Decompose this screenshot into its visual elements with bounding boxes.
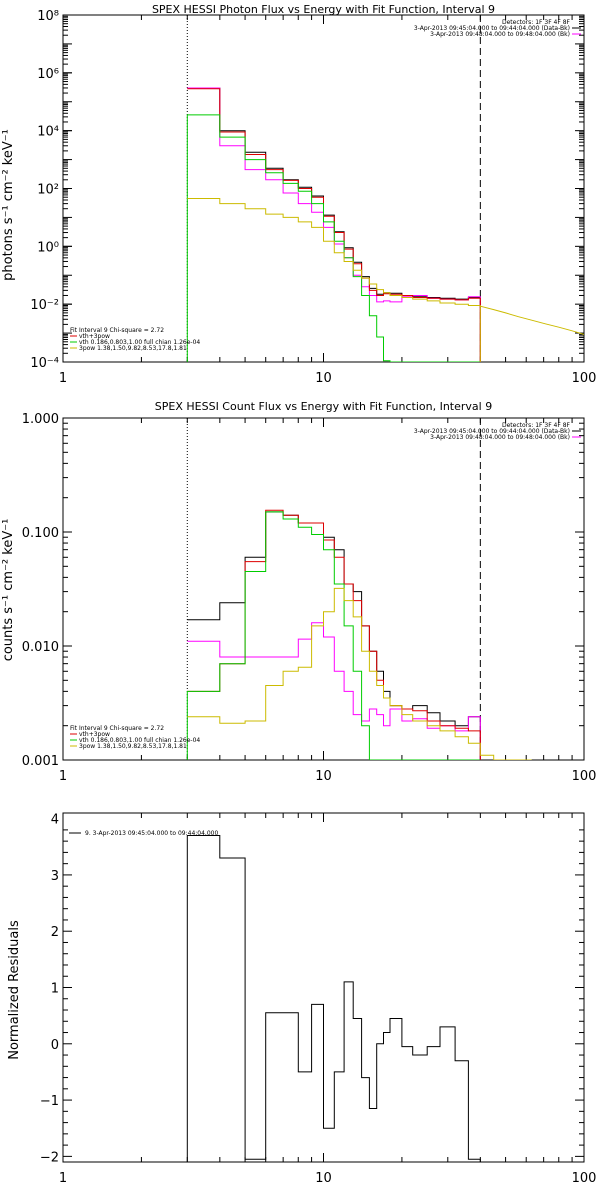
y-tick-label: 0.100	[22, 526, 59, 541]
legend-bottom-text: Fit Interval 9 Chi-square = 2.72	[70, 327, 164, 334]
legend-bottom-text: Fit Interval 9 Chi-square = 2.72	[70, 725, 164, 732]
x-tick-label: 100	[572, 371, 597, 386]
x-tick-label: 10	[315, 371, 332, 386]
series-3pow	[187, 587, 532, 760]
y-tick-label: −2	[40, 1150, 59, 1165]
chart-title: SPEX HESSI Photon Flux vs Energy with Fi…	[152, 3, 495, 16]
legend-top-text: 3-Apr-2013 09:48:04.000 to 09:48:04.000 …	[430, 31, 570, 38]
legend-top-text: 3-Apr-2013 09:45:04.000 to 09:44:04.000 …	[414, 428, 570, 435]
chart-panel-3: Normalized Residuals 1 10 100 −2 −1 0 1 2 3 4 9. 3-…	[7, 812, 597, 1186]
y-tick-label: 2	[51, 925, 59, 940]
legend-bottom-text: vth 0.186,0.803,1.00 full chian 1.26e-04	[79, 339, 200, 346]
legend-bottom-text: 3pow 1.38,1.50,9.82,8.53,17.8,1.81	[79, 743, 187, 750]
plot-frame	[62, 14, 585, 363]
series-9-	[186, 835, 481, 1162]
y-tick-label: 10⁸	[37, 9, 59, 24]
x-tick-label: 100	[572, 769, 597, 784]
x-tick-label: 1	[59, 769, 67, 784]
legend-top-text: 9. 3-Apr-2013 09:45:04.000 to 09:44:04.0…	[85, 830, 218, 837]
y-tick-label: 10²	[37, 183, 59, 198]
y-tick-label: 10⁻⁴	[30, 356, 59, 371]
legend-top-text: Detectors: 1F 3F 4F 8F	[502, 422, 571, 429]
legend-bottom-text: 3pow 1.38,1.50,9.82,8.53,17.8,1.81	[79, 345, 187, 352]
x-tick-label: 100	[572, 1171, 597, 1186]
y-tick-label: 0.010	[22, 640, 59, 655]
legend-top-text: Detectors: 1F 3F 4F 8F	[502, 19, 571, 26]
chart-panel-2: SPEX HESSI Count Flux vs Energy with Fit…	[1, 400, 596, 784]
series-3pow-extension	[480, 305, 584, 335]
y-axis-label: Normalized Residuals	[7, 920, 22, 1060]
y-tick-label: 0.001	[22, 754, 59, 769]
legend-top-text: 3-Apr-2013 09:45:04.000 to 09:44:04.000 …	[414, 25, 570, 32]
x-tick-label: 10	[315, 769, 332, 784]
series-vth-3pow	[187, 509, 481, 760]
chart-title: SPEX HESSI Count Flux vs Energy with Fit…	[155, 400, 492, 413]
y-tick-label: 3	[51, 869, 59, 884]
y-tick-label: 1.000	[22, 412, 59, 427]
series-vth	[186, 511, 481, 760]
legend-bottom-text: vth 0.186,0.803,1.00 full chian 1.26e-04	[79, 737, 200, 744]
y-tick-label: −1	[40, 1094, 59, 1109]
y-tick-label: 10⁻²	[30, 298, 59, 313]
y-axis-label: counts s⁻¹ cm⁻² keV⁻¹	[1, 519, 16, 662]
y-tick-label: 10⁰	[37, 240, 59, 255]
y-tick-label: 4	[51, 813, 59, 828]
legend-bottom-text: vth+3pow	[79, 731, 110, 738]
legend-bottom-text: vth+3pow	[79, 333, 110, 340]
legend-top-text: 3-Apr-2013 09:48:04.000 to 09:48:04.000 …	[430, 434, 570, 441]
y-tick-label: 10⁶	[37, 67, 59, 82]
x-tick-label: 10	[315, 1171, 332, 1186]
series-vth	[186, 114, 481, 362]
plot-frame	[62, 417, 585, 761]
series-bk	[187, 622, 481, 760]
y-tick-label: 1	[51, 982, 59, 997]
y-tick-label: 0	[51, 1038, 59, 1053]
y-tick-label: 10⁴	[37, 125, 59, 140]
chart-panel-1: SPEX HESSI Photon Flux vs Energy with Fi…	[1, 3, 596, 386]
x-tick-label: 1	[59, 1171, 67, 1186]
series-3pow	[187, 198, 481, 362]
x-tick-label: 1	[59, 371, 67, 386]
y-axis-label: photons s⁻¹ cm⁻² keV⁻¹	[1, 129, 16, 281]
